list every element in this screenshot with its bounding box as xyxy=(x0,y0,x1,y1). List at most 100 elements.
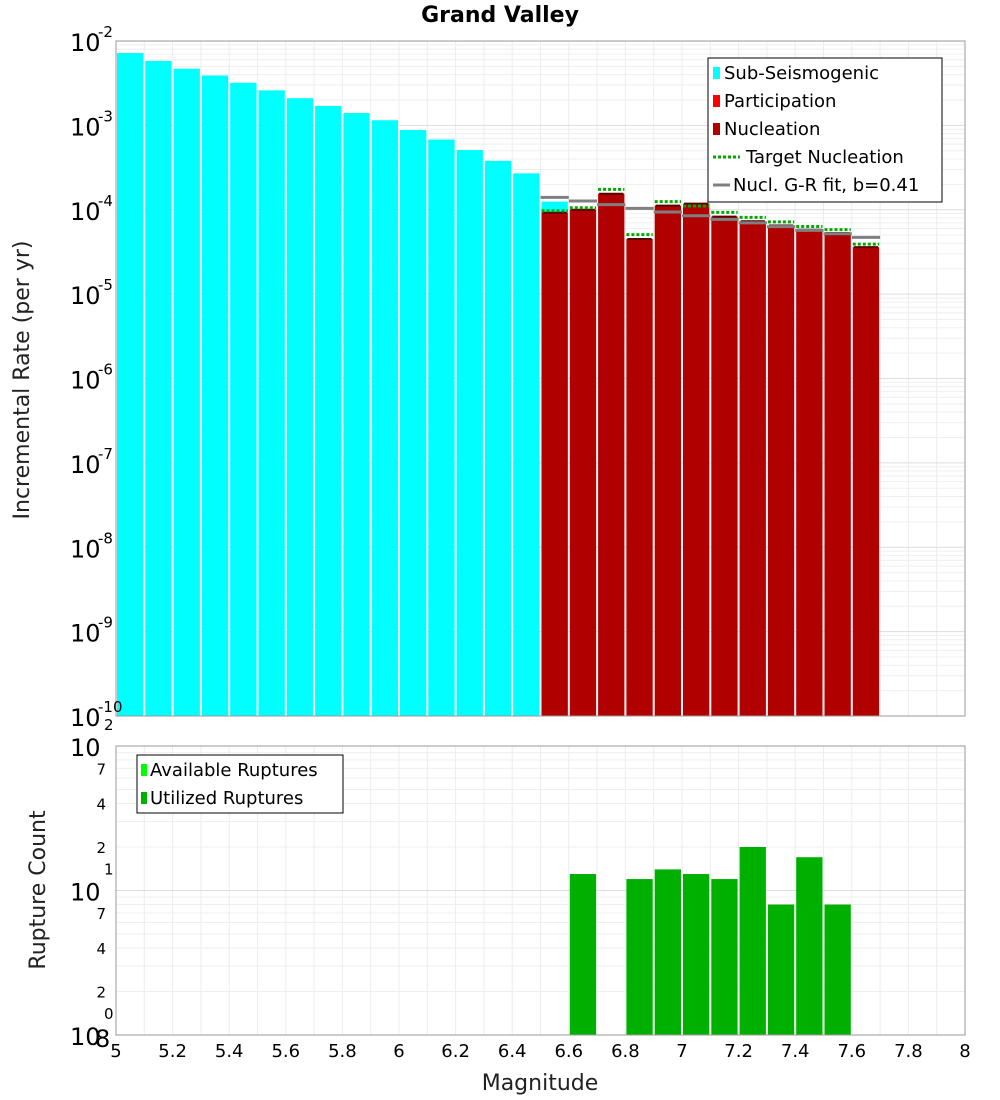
sub-seismogenic-bar xyxy=(286,98,314,716)
nucleation-bar xyxy=(739,221,766,716)
top-y-tick-exponent: -8 xyxy=(98,529,113,547)
bottom-y-tick-label: 10 xyxy=(70,879,101,907)
bottom-y-tick-exponent: 1 xyxy=(104,861,114,879)
x-tick-label: 7.2 xyxy=(724,1041,753,1062)
x-tick-label: 5.2 xyxy=(158,1041,187,1062)
sub-seismogenic-bar xyxy=(456,150,483,716)
legend-label: Nucleation xyxy=(724,119,820,140)
x-tick-label: 7 xyxy=(676,1041,687,1062)
sub-seismogenic-bar xyxy=(371,120,398,717)
sub-seismogenic-bar xyxy=(230,82,257,716)
bottom-y-minor-tick: 2 xyxy=(96,984,106,1002)
nucleation-bar xyxy=(569,209,597,716)
utilized-ruptures-bar xyxy=(767,904,795,1035)
x-tick-label: 6.6 xyxy=(554,1041,583,1062)
nucleation-bar xyxy=(796,229,823,717)
x-tick-label: 7.8 xyxy=(894,1041,923,1062)
utilized-ruptures-bar xyxy=(626,879,653,1035)
top-y-tick-exponent: -2 xyxy=(98,23,113,41)
nucleation-bar xyxy=(711,216,738,716)
legend-swatch xyxy=(713,123,720,135)
top-y-tick-exponent: -4 xyxy=(98,192,113,210)
bottom-y-tick-extra: 8 xyxy=(95,1025,110,1053)
utilized-ruptures-bar xyxy=(739,847,766,1035)
top-legend-box xyxy=(707,57,943,203)
nucleation-bar xyxy=(852,247,880,716)
sub-seismogenic-bar xyxy=(258,90,285,716)
top-y-tick-exponent: -10 xyxy=(98,698,123,716)
top-y-tick-label: 10 xyxy=(70,535,101,563)
legend-label: Nucl. G-R fit, b=0.41 xyxy=(733,175,919,196)
bottom-panel-frame xyxy=(115,745,966,1036)
legend-label: Participation xyxy=(724,91,836,112)
top-y-tick-label: 10 xyxy=(70,113,101,141)
sub-seismogenic-bar xyxy=(145,60,172,717)
sub-seismogenic-bar xyxy=(400,130,427,717)
utilized-ruptures-bar xyxy=(796,857,823,1035)
top-y-tick-label: 10 xyxy=(70,367,101,395)
bottom-y-tick-label: 10 xyxy=(70,734,101,762)
utilized-ruptures-bar xyxy=(683,874,710,1035)
top-y-tick-label: 10 xyxy=(70,29,101,57)
sub-seismogenic-bar xyxy=(173,68,200,716)
legend-label: Utilized Ruptures xyxy=(150,788,303,809)
nucleation-bar xyxy=(626,239,653,716)
nucleation-bar xyxy=(541,212,568,716)
x-tick-label: 7.4 xyxy=(781,1041,810,1062)
top-y-tick-exponent: -3 xyxy=(98,107,113,125)
sub-seismogenic-bar xyxy=(428,139,455,716)
top-y-tick-label: 10 xyxy=(70,451,101,479)
x-tick-label: 7.6 xyxy=(837,1041,866,1062)
top-y-tick-exponent: -5 xyxy=(98,276,113,294)
top-y-tick-label: 10 xyxy=(70,282,101,310)
sub-seismogenic-bar xyxy=(315,105,342,717)
top-panel-grid xyxy=(115,41,966,717)
x-tick-label: 5.8 xyxy=(328,1041,357,1062)
top-y-tick-label: 10 xyxy=(70,198,101,226)
nucleation-bar xyxy=(824,233,851,716)
bottom-y-tick-exponent: 0 xyxy=(104,1005,114,1023)
legend-label: Available Ruptures xyxy=(150,760,318,781)
sub-seismogenic-bar xyxy=(513,173,540,716)
sub-seismogenic-bar xyxy=(201,75,229,717)
bottom-y-minor-tick: 7 xyxy=(96,905,106,923)
legend-label: Sub-Seismogenic xyxy=(724,63,879,84)
bottom-y-tick-label: 10 xyxy=(70,1023,101,1051)
legend-label: Target Nucleation xyxy=(745,147,904,168)
legend-swatch xyxy=(713,67,720,79)
x-tick-label: 6 xyxy=(393,1041,404,1062)
top-panel-lines xyxy=(540,187,881,249)
top-panel-frame xyxy=(115,40,966,717)
top-y-tick-label: 10 xyxy=(70,704,101,732)
top-y-tick-exponent: -6 xyxy=(98,361,113,379)
bottom-y-tick-exponent: 2 xyxy=(104,716,114,734)
top-y-axis-label: Incremental Rate (per yr) xyxy=(10,241,35,520)
x-tick-label: 6.4 xyxy=(498,1041,527,1062)
bottom-y-minor-tick: 2 xyxy=(96,839,106,857)
nucleation-bar xyxy=(683,203,710,717)
bottom-y-minor-tick: 4 xyxy=(96,796,106,814)
x-axis-label: Magnitude xyxy=(482,1071,599,1096)
legend-swatch xyxy=(141,764,147,776)
top-panel-bars xyxy=(117,53,880,717)
x-tick-label: 6.2 xyxy=(441,1041,470,1062)
x-tick-label: 8 xyxy=(959,1041,970,1062)
bottom-panel-legend: Available Ruptures Utilized Ruptures xyxy=(136,754,344,814)
nucleation-bar xyxy=(654,205,681,716)
utilized-ruptures-bar xyxy=(824,904,851,1035)
x-tick-label: 6.8 xyxy=(611,1041,640,1062)
bottom-y-minor-tick: 4 xyxy=(96,940,106,958)
sub-seismogenic-bar xyxy=(484,160,512,717)
x-tick-label: 5.6 xyxy=(271,1041,300,1062)
top-y-tick-exponent: -9 xyxy=(98,614,113,632)
legend-swatch xyxy=(713,95,720,107)
nucleation-bar xyxy=(767,225,795,716)
legend-swatch xyxy=(141,792,147,804)
top-y-tick-label: 10 xyxy=(70,620,101,648)
utilized-ruptures-bar xyxy=(711,879,738,1035)
utilized-ruptures-bar xyxy=(569,874,597,1035)
x-tick-label: 5.4 xyxy=(215,1041,244,1062)
